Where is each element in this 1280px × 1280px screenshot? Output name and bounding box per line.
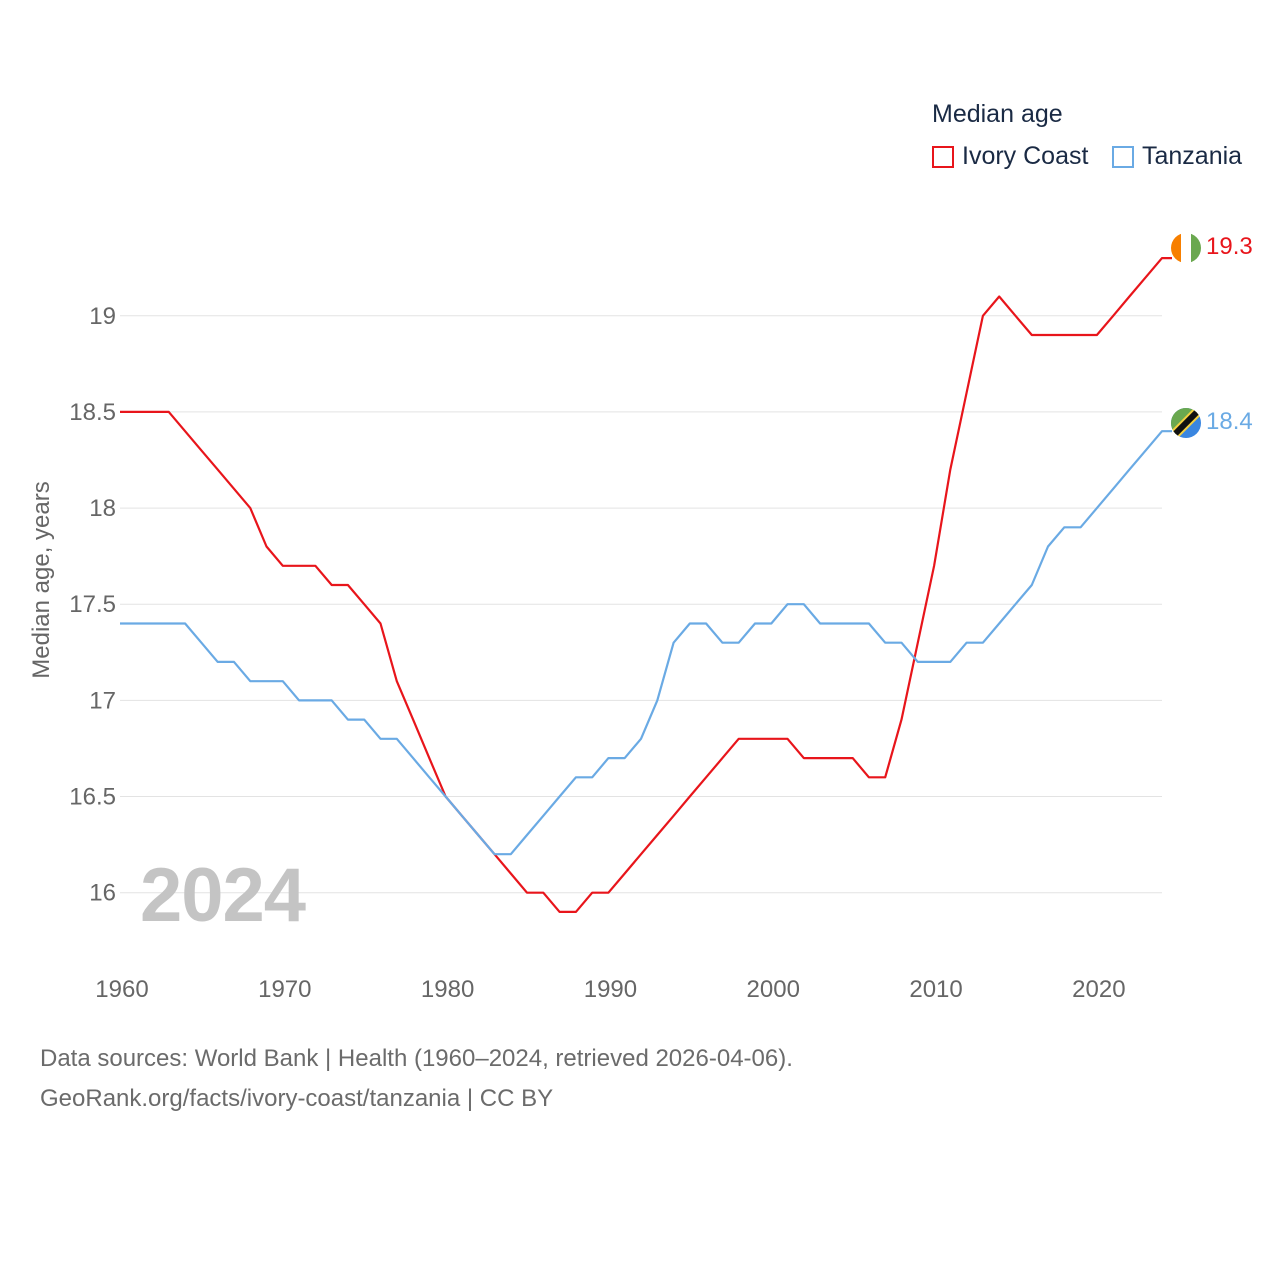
- y-tick-label: 17: [89, 687, 116, 714]
- ivory-coast-end-label: 19.3: [1206, 233, 1253, 260]
- tanzania-end-label: 18.4: [1206, 408, 1253, 435]
- x-tick-labels: 1960 1970 1980 1990 2000 2010 2020: [95, 976, 1125, 1003]
- gridlines: [120, 315, 1162, 894]
- tanzania-swatch: [1112, 145, 1134, 168]
- series-lines: [120, 257, 1172, 914]
- x-tick-label: 1960: [95, 976, 148, 1003]
- legend-label-ivory-coast: Ivory Coast: [962, 142, 1089, 170]
- x-tick-label: 1980: [421, 976, 474, 1003]
- x-tick-label: 1970: [258, 976, 311, 1003]
- footer-link[interactable]: GeoRank.org/facts/ivory-coast/tanzania |…: [40, 1085, 554, 1112]
- y-tick-label: 16.5: [69, 784, 116, 811]
- legend-label-tanzania: Tanzania: [1142, 142, 1243, 170]
- y-tick-label: 18: [89, 495, 116, 522]
- y-tick-label: 17.5: [69, 591, 116, 618]
- x-tick-label: 1990: [584, 976, 637, 1003]
- legend-item-ivory-coast[interactable]: Ivory Coast: [932, 142, 1088, 171]
- x-tick-label: 2000: [747, 976, 800, 1003]
- y-tick-label: 16: [89, 880, 116, 907]
- ivory-coast-flag-icon: [1171, 233, 1201, 263]
- y-tick-label: 19: [89, 303, 116, 330]
- x-tick-label: 2020: [1072, 976, 1125, 1003]
- year-watermark: 2024: [140, 853, 306, 938]
- y-axis-title: Median age, years: [28, 481, 55, 679]
- series-line-ivory-coast: [120, 257, 1172, 914]
- y-tick-label: 18.5: [69, 399, 116, 426]
- legend-item-tanzania[interactable]: Tanzania: [1112, 142, 1242, 171]
- series-line-tanzania: [120, 430, 1172, 856]
- footer-sources: Data sources: World Bank | Health (1960–…: [40, 1045, 793, 1072]
- x-tick-label: 2010: [909, 976, 962, 1003]
- legend-title: Median age: [932, 100, 1063, 128]
- tanzania-flag-icon: [1171, 408, 1201, 438]
- ivory-coast-swatch: [932, 145, 954, 168]
- y-tick-labels: 16 16.5 17 17.5 18 18.5 19: [69, 303, 116, 907]
